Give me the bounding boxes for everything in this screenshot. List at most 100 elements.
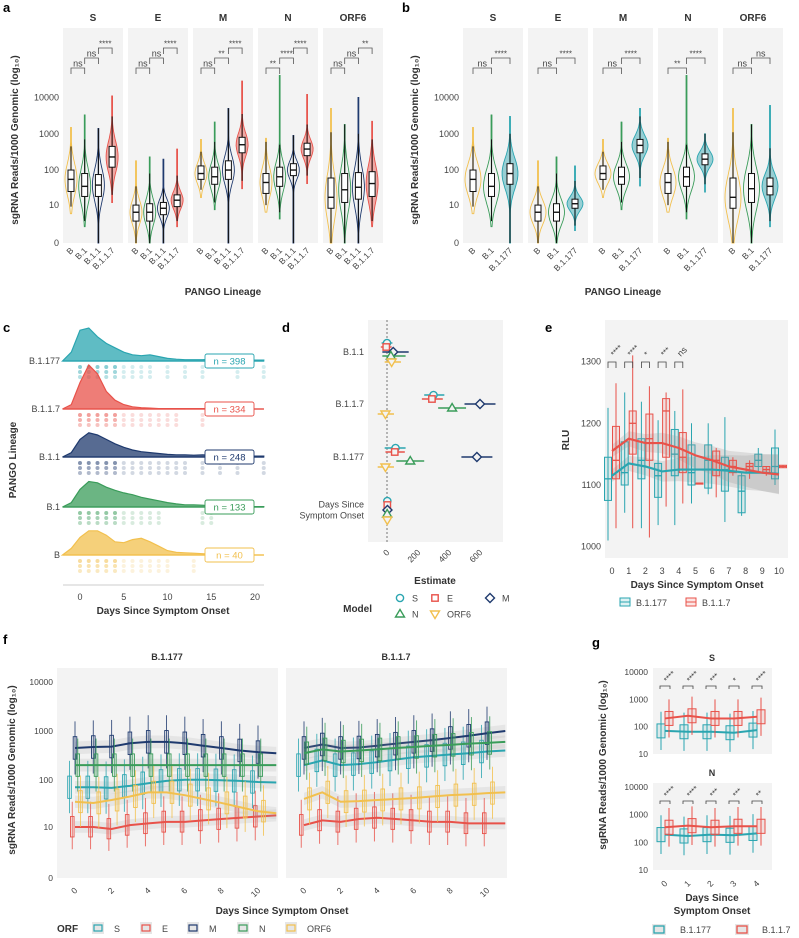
x-tick-label: 0 <box>77 592 82 602</box>
significance-label: **** <box>229 40 241 49</box>
observation-dot <box>148 564 152 568</box>
observation-dot <box>261 466 266 470</box>
significance-label: ns <box>203 59 213 69</box>
y-tick-label: B.1.177 <box>29 356 60 366</box>
facet-title: S <box>90 13 97 24</box>
observation-dot <box>148 423 152 427</box>
observation-dot <box>121 516 126 520</box>
violin-B.1 <box>208 121 222 211</box>
observation-dot <box>78 418 82 422</box>
box-B <box>534 204 542 222</box>
significance-bracket <box>732 67 752 74</box>
x-axis-title: Symptom Onset <box>674 906 751 917</box>
box-B.1.1 <box>354 172 362 200</box>
panel-label-d: d <box>282 320 290 335</box>
significance-label: **** <box>294 40 306 49</box>
observation-dot <box>191 559 196 563</box>
observation-dot <box>113 413 117 417</box>
y-tick-label: 1000 <box>34 726 53 736</box>
legend-label: B.1.177 <box>636 598 667 608</box>
observation-dot <box>174 418 179 422</box>
observation-dot <box>95 461 100 465</box>
legend-label: N <box>259 924 266 934</box>
box-B.1.177 <box>687 444 696 486</box>
significance-bracket <box>751 800 763 804</box>
violin-B <box>464 126 482 215</box>
observation-dot <box>261 375 266 379</box>
observation-dot <box>148 516 152 520</box>
legend-key-B.1.177 <box>653 925 665 934</box>
marker-triangle-up <box>446 402 458 412</box>
observation-dot <box>78 471 82 475</box>
significance-label: ** <box>674 60 680 69</box>
observation-dot <box>86 516 91 520</box>
box-B <box>599 165 607 180</box>
observation-dot <box>156 516 161 520</box>
observation-dot <box>165 471 170 475</box>
observation-dot <box>191 564 196 568</box>
legend-label: ORF6 <box>447 610 471 620</box>
observation-dot <box>148 365 152 369</box>
observation-dot <box>183 461 187 465</box>
legend-label: E <box>447 594 453 604</box>
violin-B.1 <box>78 114 92 228</box>
y-tick-label: 10 <box>49 200 59 210</box>
significance-bracket <box>751 57 771 64</box>
x-tick-label: 9 <box>760 566 765 576</box>
box-B.1.177 <box>654 462 663 498</box>
facet-panel <box>193 28 253 243</box>
significance-bracket <box>149 57 164 64</box>
significance-bracket <box>472 67 492 74</box>
observation-dot <box>139 471 144 475</box>
observation-dot <box>121 423 126 427</box>
facet-panel <box>286 668 507 878</box>
y-tick-label: 0 <box>54 238 59 248</box>
observation-dot <box>78 564 82 568</box>
observation-dot <box>113 418 117 422</box>
significance-bracket <box>682 800 694 804</box>
observation-dot <box>156 423 161 427</box>
y-tick-label: 0 <box>48 873 53 883</box>
observation-dot <box>235 375 240 379</box>
marker-diamond <box>471 451 483 463</box>
y-tick-label: Symptom Onset <box>299 511 364 521</box>
x-tick-label: B <box>596 245 607 256</box>
observation-dot <box>121 511 126 515</box>
y-tick-label: B.1.177 <box>333 452 364 462</box>
observation-dot <box>261 365 266 369</box>
box-B.1.177 <box>720 456 729 492</box>
smooth-line-B.1.177 <box>611 462 780 477</box>
significance-bracket <box>667 67 687 74</box>
smooth-line-E <box>303 816 506 827</box>
observation-dot <box>130 413 135 417</box>
significance-bracket <box>98 47 113 54</box>
box-B.1 <box>618 166 625 185</box>
x-tick-label: 6 <box>710 566 715 576</box>
observation-dot <box>130 471 135 475</box>
observation-dot <box>121 413 126 417</box>
box-B.1.177 <box>670 428 679 477</box>
y-axis-title: sgRNA Reads/1000 Genomic (log₁₀) <box>410 55 421 224</box>
x-tick-label: 2 <box>705 878 716 889</box>
y-axis-title: sgRNA Reads/1000 Genomic (log₁₀) <box>10 55 21 224</box>
significance-bracket <box>537 67 557 74</box>
observation-dot <box>78 466 82 470</box>
observation-dot <box>113 365 117 369</box>
observation-dot <box>200 365 205 369</box>
observation-dot <box>139 423 144 427</box>
observation-dot <box>130 370 135 374</box>
x-tick-label: 0 <box>659 878 670 889</box>
violin-B.1.1 <box>157 158 170 244</box>
significance-label: ns <box>756 49 766 59</box>
observation-dot <box>148 370 152 374</box>
violin-B.1 <box>548 156 565 244</box>
observation-dot <box>183 466 187 470</box>
box-B.1 <box>488 173 495 197</box>
observation-dot <box>130 466 135 470</box>
significance-bracket <box>293 47 308 54</box>
marker-square <box>431 594 439 602</box>
box-B.1.177 <box>636 138 644 154</box>
y-axis-title: RLU <box>561 430 572 451</box>
observation-dot <box>130 511 135 515</box>
